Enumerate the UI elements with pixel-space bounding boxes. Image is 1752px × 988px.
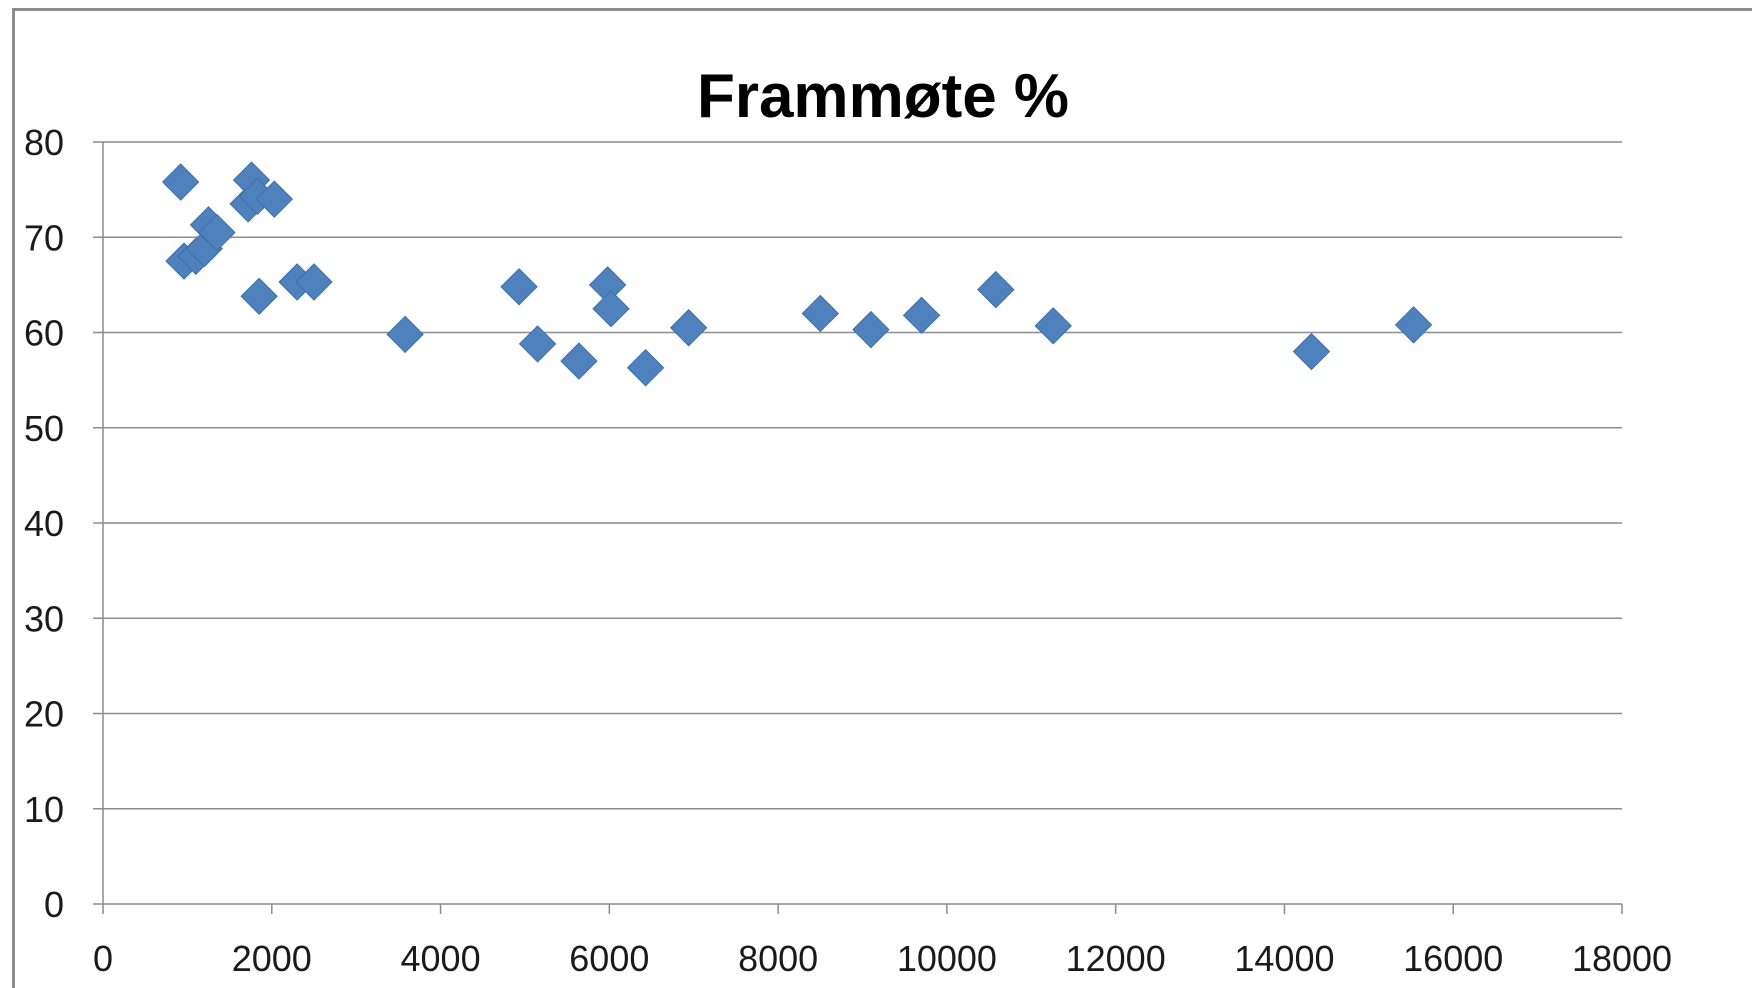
data-point-11 xyxy=(255,180,294,218)
data-point-21 xyxy=(669,309,708,347)
chart-frame xyxy=(12,8,1752,988)
data-point-20 xyxy=(626,349,665,387)
data-point-28 xyxy=(1394,306,1433,344)
x-axis-ticks: 0 2000 4000 6000 8000 10000 12000 14000 16000 180… xyxy=(93,904,1672,979)
x-tick-label-8000: 8000 xyxy=(738,938,818,979)
data-point-22 xyxy=(801,294,840,333)
chart-title: Frammøte % xyxy=(697,62,1069,131)
data-point-6 xyxy=(198,213,236,252)
data-point-15 xyxy=(500,268,538,306)
x-tick-label-18000: 18000 xyxy=(1572,938,1672,979)
data-point-13 xyxy=(295,263,333,301)
y-tick-label-10: 10 xyxy=(24,789,64,830)
y-tick-label-20: 20 xyxy=(24,694,64,735)
gridlines xyxy=(103,141,1622,810)
x-tick-label-12000: 12000 xyxy=(1066,938,1166,979)
y-tick-label-40: 40 xyxy=(24,503,64,544)
data-point-24 xyxy=(902,296,941,335)
y-axis-ticks: 0 10 20 30 40 50 60 70 80 xyxy=(24,122,103,925)
x-tick-label-16000: 16000 xyxy=(1403,938,1503,979)
y-tick-label-60: 60 xyxy=(24,313,64,354)
y-tick-label-70: 70 xyxy=(24,217,64,258)
x-tick-label-6000: 6000 xyxy=(569,938,649,979)
data-points xyxy=(161,161,1433,387)
y-tick-label-80: 80 xyxy=(24,122,64,163)
data-point-1 xyxy=(161,163,200,201)
data-point-19 xyxy=(592,289,630,328)
data-point-25 xyxy=(977,270,1015,309)
x-tick-label-0: 0 xyxy=(93,938,113,979)
x-tick-label-4000: 4000 xyxy=(401,938,481,979)
y-tick-label-50: 50 xyxy=(24,408,64,449)
x-tick-label-2000: 2000 xyxy=(232,938,312,979)
data-point-16 xyxy=(518,325,557,363)
y-tick-label-0: 0 xyxy=(44,884,64,925)
data-point-10 xyxy=(240,277,278,316)
x-tick-label-10000: 10000 xyxy=(897,938,997,979)
data-point-17 xyxy=(560,342,598,380)
x-tick-label-14000: 14000 xyxy=(1234,938,1334,979)
data-point-14 xyxy=(386,315,424,354)
data-point-23 xyxy=(852,310,890,349)
data-point-26 xyxy=(1034,307,1072,345)
data-point-27 xyxy=(1292,332,1331,371)
y-tick-label-30: 30 xyxy=(24,598,64,639)
